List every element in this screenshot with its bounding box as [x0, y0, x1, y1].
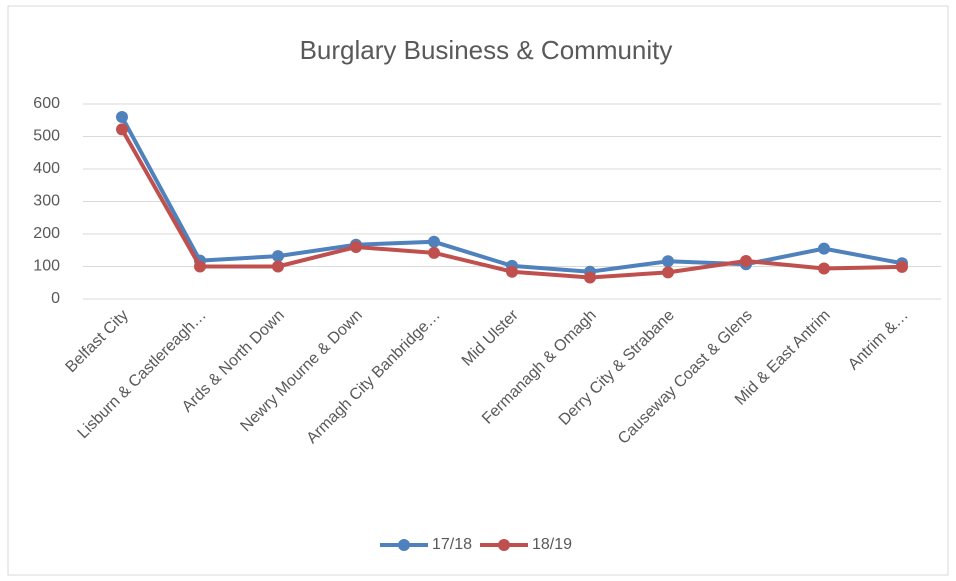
y-tick-label: 100	[33, 258, 60, 275]
y-tick-label: 400	[33, 160, 60, 177]
point	[350, 241, 362, 253]
point	[896, 260, 908, 273]
y-tick-label: 300	[33, 193, 60, 210]
y-tick-label: 500	[33, 128, 60, 145]
point	[584, 271, 596, 284]
point	[194, 260, 206, 273]
chart-border	[7, 5, 949, 576]
point	[818, 262, 830, 275]
point	[116, 111, 128, 123]
legend-label: 17/18	[432, 536, 472, 553]
point	[428, 246, 440, 259]
point	[662, 255, 674, 268]
point	[818, 242, 830, 255]
point	[272, 260, 284, 273]
point	[662, 266, 674, 279]
legend-marker	[398, 539, 410, 551]
point	[272, 250, 284, 263]
y-tick-label: 600	[33, 95, 60, 112]
y-tick-label: 0	[51, 290, 60, 307]
point	[116, 123, 128, 136]
point	[506, 265, 518, 278]
legend-label: 18/19	[532, 536, 572, 553]
chart-title: Burglary Business & Community	[300, 35, 673, 65]
point	[740, 254, 752, 267]
y-tick-label: 200	[33, 225, 60, 242]
point	[428, 235, 440, 248]
legend-marker	[498, 539, 510, 551]
